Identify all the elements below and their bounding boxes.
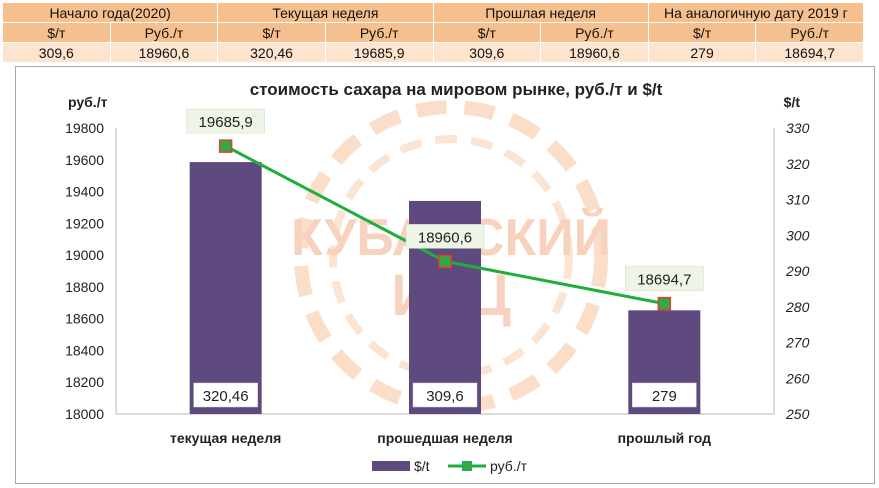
chart-area: КУБАНСКИЙ ИКЦ стоимость сахара на мирово… [15, 66, 875, 484]
value-cell: 309,6 [2, 42, 111, 63]
left-tick-label: 18400 [65, 342, 104, 358]
line-data-label: 18960,6 [418, 229, 472, 246]
value-cell: 18960,6 [109, 42, 219, 63]
right-tick-label: 330 [786, 120, 810, 136]
summary-value-row: 309,6 18960,6 320,46 19685,9 309,6 18960… [2, 42, 864, 63]
value-cell: 320,46 [217, 42, 326, 63]
unit-cell: Руб./т [540, 22, 649, 43]
unit-cell: $/т [2, 22, 111, 43]
left-tick-label: 18600 [65, 311, 104, 327]
line-point [438, 254, 452, 269]
value-cell: 19685,9 [324, 42, 434, 63]
group-previous-week: Прошлая неделя [432, 2, 649, 23]
unit-cell: Руб./т [324, 22, 434, 43]
right-axis-title: $/t [784, 94, 801, 110]
summary-group-row: Начало года(2020) Текущая неделя Прошлая… [1, 2, 865, 23]
right-tick-label: 260 [785, 370, 810, 386]
right-tick-label: 290 [785, 263, 810, 279]
right-tick-label: 270 [785, 335, 810, 351]
chart-svg: КУБАНСКИЙ ИКЦ стоимость сахара на мирово… [65, 80, 810, 474]
legend-line-marker [462, 461, 472, 471]
legend-line-label: руб./т [490, 458, 528, 474]
unit-cell: $/т [432, 22, 542, 43]
chart-title: стоимость сахара на мировом рынке, руб./… [250, 80, 663, 99]
right-tick-label: 250 [785, 406, 810, 422]
bar-data-label: 309,6 [426, 388, 464, 405]
unit-cell: $/т [217, 22, 326, 43]
left-tick-label: 18800 [65, 279, 104, 295]
category-label: прошедшая неделя [377, 430, 512, 446]
bar-series: 320,46 309,6 279 [189, 162, 701, 414]
legend-bar-label: $/t [414, 458, 430, 474]
line-series: 19685,9 18960,6 18694,7 [186, 108, 704, 311]
left-tick-label: 19000 [65, 247, 104, 263]
unit-cell: Руб./т [755, 22, 864, 43]
bar [189, 162, 262, 414]
left-tick-label: 18000 [65, 406, 104, 422]
group-same-date-2019: На аналогичную дату 2019 г [647, 2, 865, 23]
summary-unit-row: $/т Руб./т $/т Руб./т $/т Руб./т $/т Руб… [2, 22, 864, 43]
left-axis: 18000 18200 18400 18600 18800 19000 19200 19400… [65, 120, 117, 422]
value-cell: 18694,7 [755, 42, 864, 63]
line-data-label: 18694,7 [637, 272, 691, 289]
right-tick-label: 300 [786, 227, 810, 243]
category-label: текущая неделя [170, 430, 281, 446]
bar-data-label: 279 [652, 388, 677, 405]
bar-data-label: 320,46 [203, 388, 249, 405]
value-cell: 279 [647, 42, 757, 63]
bar-label-box [193, 382, 258, 408]
bar-label-box [412, 382, 478, 408]
summary-table: Начало года(2020) Текущая неделя Прошлая… [1, 2, 865, 63]
group-current-week: Текущая неделя [217, 2, 434, 23]
left-tick-label: 19200 [65, 215, 104, 231]
right-tick-label: 280 [785, 299, 810, 315]
right-axis: 250 260 270 280 290 300 310 320 330 [116, 120, 810, 422]
line-label-box [405, 224, 485, 249]
line-label-box [625, 266, 704, 291]
group-start-of-year: Начало года(2020) [1, 2, 219, 23]
left-tick-label: 19400 [65, 184, 104, 200]
value-cell: 18960,6 [540, 42, 649, 63]
unit-cell: $/т [647, 22, 757, 43]
category-label: прошлый год [618, 430, 712, 446]
line-data-label: 19685,9 [199, 114, 253, 131]
legend: $/t руб./т [372, 458, 528, 474]
left-tick-label: 19600 [65, 152, 104, 168]
bar-label-box [632, 382, 697, 408]
right-tick-label: 310 [786, 192, 810, 208]
left-axis-title: руб./т [68, 94, 108, 110]
right-tick-label: 320 [786, 156, 810, 172]
legend-bar-swatch [372, 461, 410, 471]
line-label-box [186, 108, 265, 134]
value-cell: 309,6 [432, 42, 542, 63]
left-tick-label: 19800 [65, 120, 104, 136]
unit-cell: Руб./т [109, 22, 219, 43]
line-point [218, 139, 233, 153]
left-tick-label: 18200 [65, 374, 104, 390]
category-axis: текущая неделя прошедшая неделя прошлый го… [170, 430, 711, 446]
line-point [657, 296, 672, 311]
